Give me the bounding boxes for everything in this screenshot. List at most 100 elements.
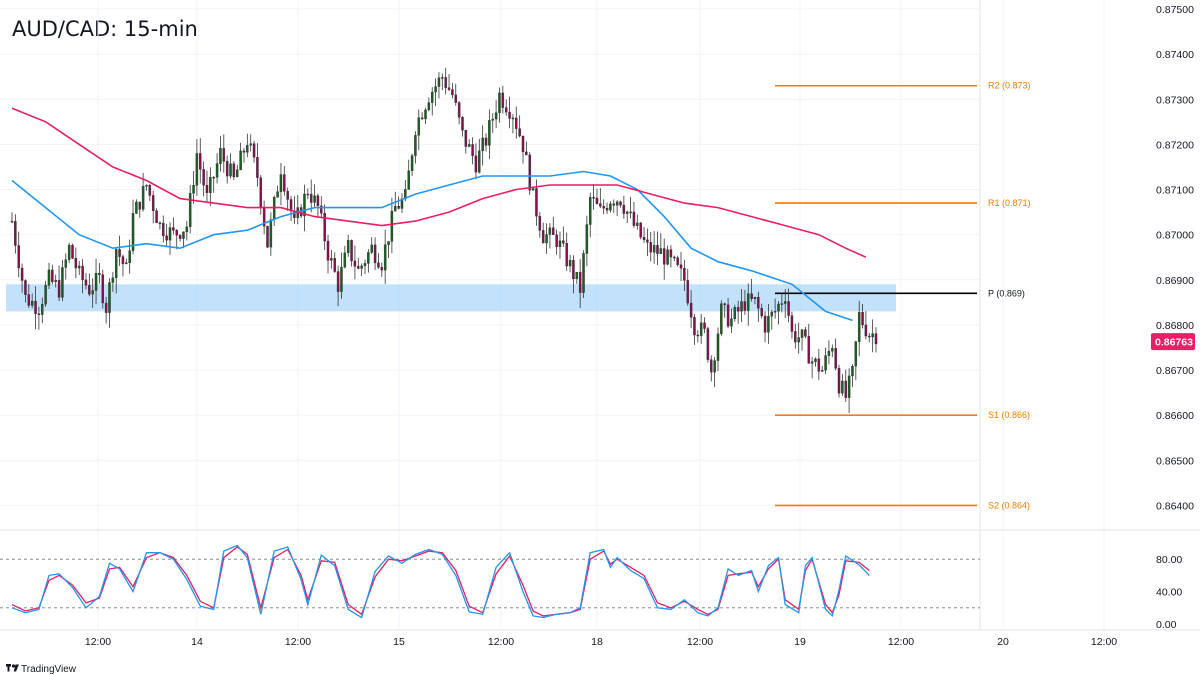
candle-body [141, 186, 145, 210]
candle-body [212, 177, 215, 179]
candle-body [471, 144, 474, 156]
candle-body [41, 303, 44, 315]
candle-body [659, 248, 663, 254]
candle [74, 247, 78, 279]
candle [575, 271, 579, 284]
candle-body [498, 92, 501, 113]
candle-body [434, 86, 437, 93]
candle-body [54, 280, 57, 283]
candle [437, 72, 441, 99]
stochastic-pane: 80.00 40.00 0.00 [0, 544, 1182, 631]
candle [467, 139, 471, 148]
candle-body [158, 222, 162, 225]
candle-body [121, 256, 125, 265]
candle-body [269, 219, 273, 248]
candle-body [357, 266, 360, 269]
candle-body [135, 201, 138, 214]
candle-body [515, 117, 518, 129]
candle-body [703, 322, 706, 329]
candle [504, 99, 508, 116]
candle [531, 188, 535, 191]
candle-body [508, 111, 511, 119]
candle-body [64, 259, 68, 268]
tradingview-logo[interactable]: TradingView [6, 664, 77, 675]
candle [387, 241, 390, 259]
candles [10, 67, 878, 414]
candle-body [454, 94, 458, 103]
candle-body [464, 129, 468, 147]
candle [787, 288, 790, 323]
candle-body [175, 230, 178, 236]
candle-body [831, 348, 834, 352]
price-tick-label: 0.87500 [1156, 4, 1194, 16]
time-tick-label: 20 [997, 636, 1009, 648]
candle-body [800, 329, 804, 338]
time-tick-label: 15 [393, 636, 405, 648]
candle [726, 298, 730, 328]
candle-body [118, 249, 121, 257]
price-tick-label: 0.87100 [1156, 185, 1194, 197]
candle [397, 196, 400, 210]
candle [857, 300, 861, 357]
candle-body [343, 252, 347, 268]
candle [363, 259, 367, 275]
candle [602, 199, 605, 215]
candle-body [447, 87, 451, 90]
candle-body [151, 195, 155, 212]
candle [266, 225, 269, 249]
candle-body [27, 294, 31, 306]
candle [871, 319, 874, 353]
candle [820, 365, 824, 373]
pivot-label: S1 (0.866) [988, 410, 1030, 420]
candle [683, 259, 686, 292]
candle-body [340, 266, 343, 292]
candle [686, 268, 689, 306]
candle [205, 170, 209, 202]
candle [565, 232, 568, 271]
candle [441, 73, 444, 91]
candle [108, 278, 111, 328]
candle-body [710, 359, 713, 373]
candle-body [504, 107, 508, 113]
candle [521, 135, 525, 164]
candle [27, 284, 31, 308]
candle-body [145, 184, 148, 187]
candle [642, 226, 646, 243]
candle [666, 245, 669, 266]
candle [61, 260, 64, 302]
candle-body [229, 163, 232, 177]
candle-body [730, 318, 733, 327]
candle-body [639, 222, 642, 238]
candle [192, 171, 195, 204]
candle-body [252, 143, 256, 158]
candle [209, 167, 212, 206]
candle [51, 264, 54, 285]
candle [740, 288, 743, 323]
candle [262, 200, 266, 235]
candle-body [94, 273, 98, 291]
candle-body [168, 227, 172, 241]
candle-body [615, 201, 619, 206]
candle-body [451, 89, 454, 96]
time-tick-label: 12:00 [488, 636, 514, 648]
last-price-badge-bg [1151, 333, 1195, 351]
grid [0, 0, 1200, 631]
candle-body [629, 211, 632, 214]
candle-body [683, 268, 686, 281]
candle-body [760, 308, 763, 317]
candle [67, 242, 71, 264]
candle [753, 296, 757, 305]
candle-body [20, 267, 24, 281]
candle [595, 188, 599, 205]
candle [135, 199, 138, 214]
candle-body [246, 145, 249, 153]
candle-body [225, 161, 229, 177]
candle [236, 164, 239, 178]
candle [326, 234, 330, 274]
candle-body [155, 210, 158, 224]
candle [81, 259, 84, 294]
candle [165, 223, 168, 248]
candle [336, 265, 340, 307]
candle [720, 300, 723, 337]
